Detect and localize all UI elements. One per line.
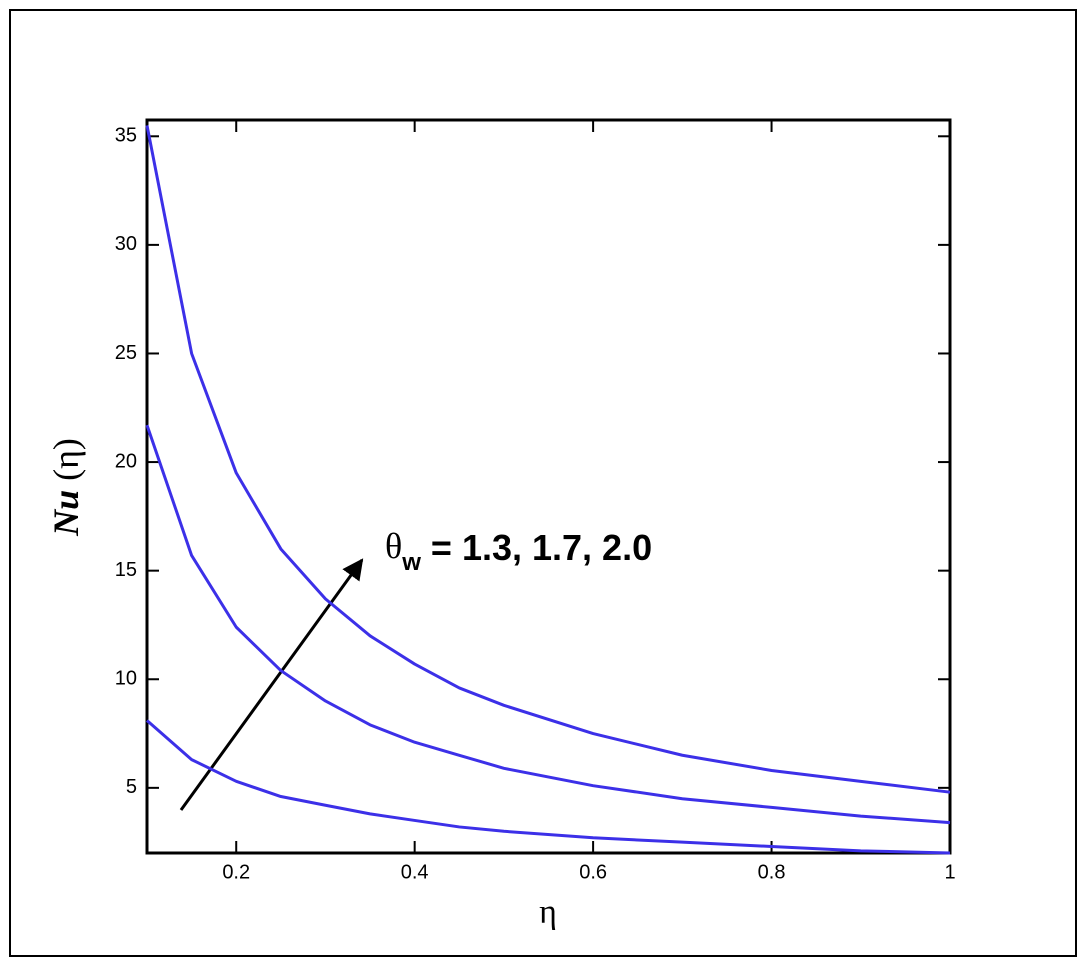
y-label-rest: (η) [46, 438, 86, 481]
x-tick-label: 0.8 [758, 861, 786, 883]
line-series [145, 125, 951, 794]
y-tick-label: 35 [115, 125, 137, 147]
outer-frame [9, 9, 1077, 957]
line-series [145, 424, 951, 825]
arrow [179, 558, 364, 811]
y-tick-label: 15 [115, 559, 137, 581]
annotation-symbol: θ [385, 526, 402, 566]
annotation: θw = 1.3, 1.7, 2.0 [385, 526, 652, 576]
y-tick-label: 10 [115, 668, 137, 690]
y-tick-label: 25 [115, 342, 137, 364]
x-tick-label: 1 [944, 861, 955, 883]
y-tick-label: 30 [115, 233, 137, 255]
plot-frame [145, 118, 952, 855]
y-tick-label: 5 [126, 776, 137, 798]
x-tick-label: 0.6 [579, 861, 607, 883]
y-axis-label: Nu (η) [46, 438, 86, 537]
y-tick-label: 20 [115, 450, 137, 472]
x-tick-label: 0.2 [222, 861, 250, 883]
line-series [146, 719, 951, 855]
annotation-subscript: w [401, 549, 421, 576]
x-axis-label: η [539, 894, 557, 931]
annotation-text: = 1.3, 1.7, 2.0 [431, 527, 652, 568]
x-tick-label: 0.4 [401, 861, 429, 883]
y-label-main: Nu [46, 490, 86, 537]
